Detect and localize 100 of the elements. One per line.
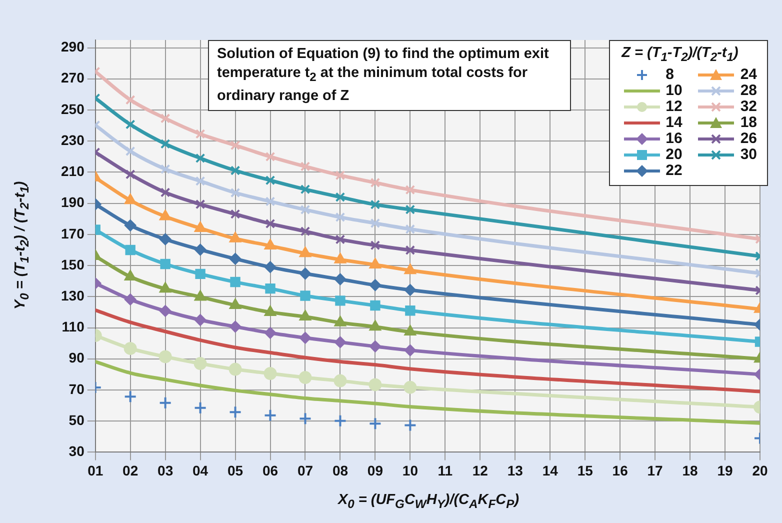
point xyxy=(160,139,170,149)
point xyxy=(298,412,312,426)
point xyxy=(334,336,346,348)
y-tick-label: 90 xyxy=(68,350,85,366)
point xyxy=(299,332,312,344)
point xyxy=(370,200,380,210)
point xyxy=(404,418,417,432)
x-tick-label: 12 xyxy=(472,462,488,478)
point xyxy=(300,290,310,301)
point xyxy=(265,218,276,229)
x-tick-label: 04 xyxy=(192,462,208,478)
point xyxy=(264,261,276,274)
point xyxy=(335,212,346,222)
point xyxy=(194,314,206,326)
point xyxy=(404,344,416,356)
legend-label: 20 xyxy=(666,146,682,163)
point xyxy=(300,184,310,194)
legend-label: 28 xyxy=(740,82,757,99)
legend-label: 8 xyxy=(666,66,674,83)
point xyxy=(125,120,136,130)
x-tick-label: 20 xyxy=(752,462,768,478)
point xyxy=(195,176,206,186)
point xyxy=(195,199,206,210)
point xyxy=(368,378,382,392)
point xyxy=(195,153,206,164)
y-tick-label: 110 xyxy=(62,318,85,335)
point xyxy=(229,320,242,333)
text: X$_{0}$ = (UF$_{G}$C$_{W}$H$_{Y}$)/(C$_{A}$K$_{F}$C$_{P}$) xyxy=(338,492,520,511)
point xyxy=(159,233,172,246)
point xyxy=(369,258,382,269)
legend-label: 24 xyxy=(740,66,757,83)
point xyxy=(369,279,382,292)
point xyxy=(160,164,170,174)
text: Z = (T$_{1}$-T$_{2}$)/(T$_{2}$-t$_{1}$) xyxy=(622,45,738,64)
point xyxy=(265,283,276,294)
x-tick-label: 13 xyxy=(507,462,524,478)
point xyxy=(160,114,170,124)
point xyxy=(160,188,170,198)
legend-label: 26 xyxy=(740,130,757,147)
x-tick-label: 15 xyxy=(577,462,594,478)
point xyxy=(194,357,207,370)
point xyxy=(405,184,416,195)
point xyxy=(370,300,380,311)
point xyxy=(404,324,416,336)
y-tick-label: 130 xyxy=(61,288,85,304)
x-tick-label: 14 xyxy=(542,462,558,478)
legend-label: 22 xyxy=(666,162,682,179)
point xyxy=(230,276,240,288)
x-tick-label: 17 xyxy=(647,462,664,478)
point xyxy=(404,284,416,296)
y-tick-label: 150 xyxy=(61,256,85,272)
x-tick-label: 03 xyxy=(158,462,174,478)
point xyxy=(264,366,277,380)
x-tick-label: 09 xyxy=(367,462,384,478)
point xyxy=(334,414,347,428)
y-tick-label: 250 xyxy=(61,100,85,117)
y-tick-label: 70 xyxy=(68,380,85,397)
point xyxy=(194,401,207,414)
point xyxy=(229,252,242,265)
x-tick-label: 11 xyxy=(438,462,453,478)
point xyxy=(298,371,312,384)
point xyxy=(264,326,276,339)
point xyxy=(265,152,276,162)
x-tick-label: 07 xyxy=(297,462,314,478)
legend-label: 14 xyxy=(666,114,682,131)
point xyxy=(124,342,137,355)
y-tick-label: 210 xyxy=(61,163,85,180)
point xyxy=(370,178,380,188)
x-tick-label: 02 xyxy=(122,462,138,478)
point xyxy=(265,196,276,206)
point xyxy=(299,268,312,280)
point xyxy=(404,380,417,394)
legend-label: 10 xyxy=(666,82,682,99)
y-tick-label: 170 xyxy=(61,225,85,242)
point xyxy=(264,238,276,250)
y-tick-label: 290 xyxy=(61,38,85,55)
x-tick-label: 10 xyxy=(402,462,418,478)
x-tick-label: 08 xyxy=(332,462,348,478)
point xyxy=(335,296,346,306)
point xyxy=(230,188,240,198)
point xyxy=(230,209,240,219)
point xyxy=(334,273,346,286)
point xyxy=(125,146,136,156)
point xyxy=(300,204,310,215)
point xyxy=(159,210,172,220)
point xyxy=(228,362,242,376)
point xyxy=(300,226,310,236)
point xyxy=(194,244,206,256)
point xyxy=(405,245,416,256)
point xyxy=(335,192,346,202)
point xyxy=(230,140,240,150)
point xyxy=(125,244,136,256)
legend-label: 16 xyxy=(666,130,682,147)
point xyxy=(230,166,240,176)
y-tick-label: 270 xyxy=(61,70,85,86)
point xyxy=(370,218,380,228)
legend-label: 32 xyxy=(740,98,757,115)
x-tick-label: 19 xyxy=(717,462,734,478)
point xyxy=(370,240,380,250)
point xyxy=(158,396,172,410)
